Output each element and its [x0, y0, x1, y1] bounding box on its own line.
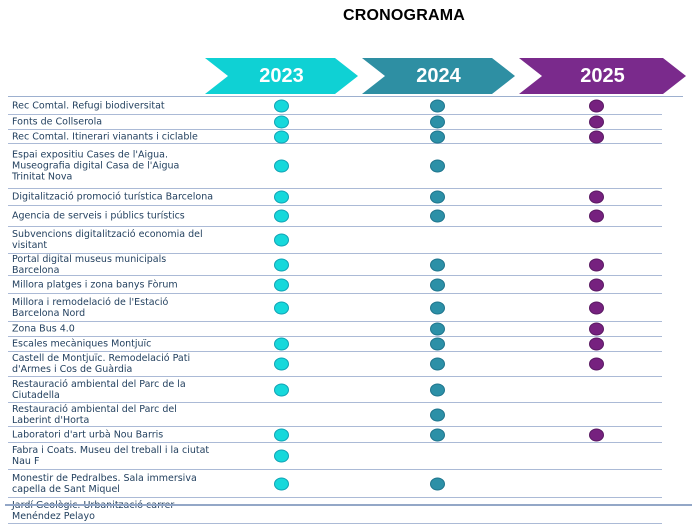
- timeline-row: Millora i remodelació de l'Estació Barce…: [8, 294, 662, 322]
- project-label: Fonts de Collserola: [12, 116, 103, 128]
- project-label: Espai expositiu Cases de l'Aigua. Museog…: [12, 149, 180, 183]
- year-dot-2024: [429, 209, 445, 223]
- project-label: Subvencions digitalització economia del …: [12, 229, 203, 251]
- year-dot-2023: [273, 383, 289, 396]
- year-dot-2023: [273, 477, 289, 490]
- year-dot-2023: [273, 115, 289, 129]
- year-dot-2023: [273, 428, 289, 441]
- project-label: Digitalització promoció turística Barcel…: [12, 191, 214, 203]
- timeline-row: Restauració ambiental del Parc de la Ciu…: [8, 377, 662, 403]
- timeline-row: Laboratori d'art urbà Nou Barris: [8, 427, 662, 443]
- timeline-table: Rec Comtal. Refugi biodiversitat Fonts de…: [8, 97, 662, 524]
- year-dot-2023: [273, 337, 289, 351]
- timeline-row: Jardí Geològic. Urbanització carrer Mené…: [8, 498, 662, 524]
- year-dot-2025: [588, 337, 604, 351]
- timeline-row: Escales mecàniques Montjuïc: [8, 337, 662, 352]
- year-dot-2024: [429, 477, 445, 490]
- project-label: Fabra i Coats. Museu del treball i la ci…: [12, 445, 210, 467]
- cronograma-slide: CRONOGRAMA 2023 2024 2025 Rec Comtal. Refu…: [5, 7, 692, 524]
- project-label: Millora platges i zona banys Fòrum: [12, 279, 178, 290]
- year-dot-2023: [273, 99, 289, 112]
- project-label: Rec Comtal. Refugi biodiversitat: [12, 100, 165, 111]
- year-dot-2025: [588, 278, 604, 291]
- year-dot-2024: [429, 301, 445, 314]
- timeline-row: Digitalització promoció turística Barcel…: [8, 189, 662, 206]
- year-dot-2025: [588, 301, 604, 314]
- year-dot-2023: [273, 190, 289, 204]
- year-dot-2025: [588, 99, 604, 112]
- timeline-row: Zona Bus 4.0: [8, 322, 662, 337]
- year-dot-2023: [273, 209, 289, 223]
- project-label: Escales mecàniques Montjuïc: [12, 338, 152, 350]
- year-arrow-label: 2025: [580, 64, 625, 87]
- project-label: Laboratori d'art urbà Nou Barris: [12, 429, 164, 440]
- project-label: Monestir de Pedralbes. Sala immersiva ca…: [12, 472, 197, 495]
- project-label: Zona Bus 4.0: [12, 323, 75, 335]
- timeline-row: Restauració ambiental del Parc del Laber…: [8, 403, 662, 427]
- project-label: Jardí Geològic. Urbanització carrer Mené…: [12, 500, 174, 522]
- year-dot-2025: [588, 357, 604, 371]
- project-label: Castell de Montjuïc. Remodelació Pati d'…: [12, 353, 191, 375]
- year-dot-2024: [429, 337, 445, 351]
- year-dot-2025: [588, 209, 604, 223]
- year-dot-2023: [273, 278, 289, 291]
- project-label: Portal digital museus municipals Barcelo…: [12, 253, 167, 276]
- year-dot-2025: [588, 190, 604, 204]
- project-label: Millora i remodelació de l'Estació Barce…: [12, 296, 169, 319]
- year-dot-2024: [429, 428, 445, 441]
- year-dot-2023: [273, 233, 289, 247]
- year-dot-2025: [588, 428, 604, 441]
- project-label: Restauració ambiental del Parc del Laber…: [12, 403, 177, 426]
- year-dot-2025: [588, 130, 604, 143]
- year-dot-2024: [429, 190, 445, 204]
- year-dot-2024: [429, 115, 445, 129]
- timeline-row: Castell de Montjuïc. Remodelació Pati d'…: [8, 352, 662, 377]
- year-dot-2024: [429, 357, 445, 371]
- page-title: CRONOGRAMA: [343, 7, 465, 24]
- timeline-row: Millora platges i zona banys Fòrum: [8, 276, 662, 294]
- timeline-row: Rec Comtal. Refugi biodiversitat: [8, 97, 662, 115]
- year-dot-2023: [273, 258, 289, 271]
- timeline-row: Fabra i Coats. Museu del treball i la ci…: [8, 443, 662, 470]
- timeline-row: Agencia de serveis i públics turístics: [8, 206, 662, 227]
- year-arrow-label: 2023: [259, 64, 304, 87]
- year-dot-2023: [273, 301, 289, 314]
- year-dot-2025: [588, 115, 604, 129]
- project-label: Rec Comtal. Itinerari vianants i ciclabl…: [12, 131, 198, 142]
- year-dot-2023: [273, 130, 289, 143]
- timeline-row: Portal digital museus municipals Barcelo…: [8, 254, 662, 276]
- timeline-row: Fonts de Collserola: [8, 115, 662, 130]
- year-dot-2024: [429, 99, 445, 112]
- year-dot-2023: [273, 159, 289, 173]
- year-arrow-2024: 2024: [362, 58, 515, 94]
- project-label: Restauració ambiental del Parc de la Ciu…: [12, 378, 186, 401]
- year-dot-2024: [429, 278, 445, 291]
- year-dot-2024: [429, 322, 445, 336]
- year-dot-2024: [429, 130, 445, 143]
- year-dot-2025: [588, 258, 604, 271]
- timeline-row: Espai expositiu Cases de l'Aigua. Museog…: [8, 144, 662, 189]
- table-top-border: [8, 96, 683, 97]
- timeline-row: Rec Comtal. Itinerari vianants i ciclabl…: [8, 130, 662, 144]
- table-bottom-border: [5, 504, 692, 506]
- year-arrow-2025: 2025: [519, 58, 686, 94]
- year-dot-2024: [429, 408, 445, 421]
- year-dot-2024: [429, 383, 445, 396]
- year-dot-2025: [588, 322, 604, 336]
- year-arrow-label: 2024: [416, 64, 461, 87]
- timeline-row: Subvencions digitalització economia del …: [8, 227, 662, 254]
- year-dot-2023: [273, 449, 289, 463]
- year-dot-2024: [429, 159, 445, 173]
- project-label: Agencia de serveis i públics turístics: [12, 210, 185, 222]
- year-arrow-2023: 2023: [205, 58, 358, 94]
- timeline-row: Monestir de Pedralbes. Sala immersiva ca…: [8, 470, 662, 498]
- year-dot-2023: [273, 357, 289, 371]
- year-dot-2024: [429, 258, 445, 271]
